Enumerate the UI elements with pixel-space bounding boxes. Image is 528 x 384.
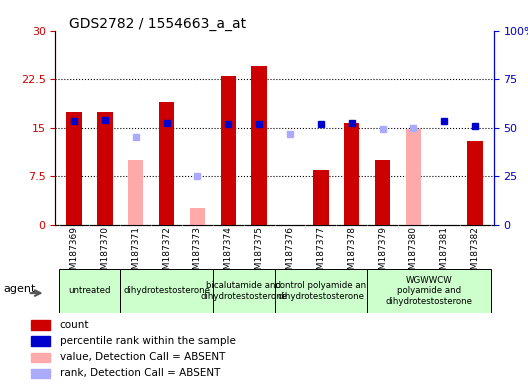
Bar [66,111,82,225]
Text: percentile rank within the sample: percentile rank within the sample [60,336,235,346]
Bar [31,336,50,346]
Bar [190,209,205,225]
Text: rank, Detection Call = ABSENT: rank, Detection Call = ABSENT [60,368,220,379]
Bar [275,269,367,313]
Bar [467,141,483,225]
Bar [159,102,174,225]
Bar [120,269,213,313]
Bar [251,66,267,225]
Text: agent: agent [3,284,35,294]
Bar [31,369,50,378]
Bar [367,269,491,313]
Bar [31,353,50,362]
Bar [31,320,50,330]
Bar [375,160,390,225]
Text: control polyamide an
dihydrotestosterone: control polyamide an dihydrotestosterone [275,281,366,301]
Text: GDS2782 / 1554663_a_at: GDS2782 / 1554663_a_at [69,17,246,31]
Bar [213,269,275,313]
Text: value, Detection Call = ABSENT: value, Detection Call = ABSENT [60,352,225,362]
Text: count: count [60,320,89,330]
Bar [97,112,112,225]
Bar [406,129,421,225]
Bar [344,122,360,225]
Bar [59,269,120,313]
Text: bicalutamide and
dihydrotestosterone: bicalutamide and dihydrotestosterone [200,281,287,301]
Text: WGWWCW
polyamide and
dihydrotestosterone: WGWWCW polyamide and dihydrotestosterone [385,276,473,306]
Text: dihydrotestosterone: dihydrotestosterone [123,286,210,295]
Bar [313,170,328,225]
Bar [221,76,236,225]
Bar [128,160,144,225]
Text: untreated: untreated [68,286,111,295]
